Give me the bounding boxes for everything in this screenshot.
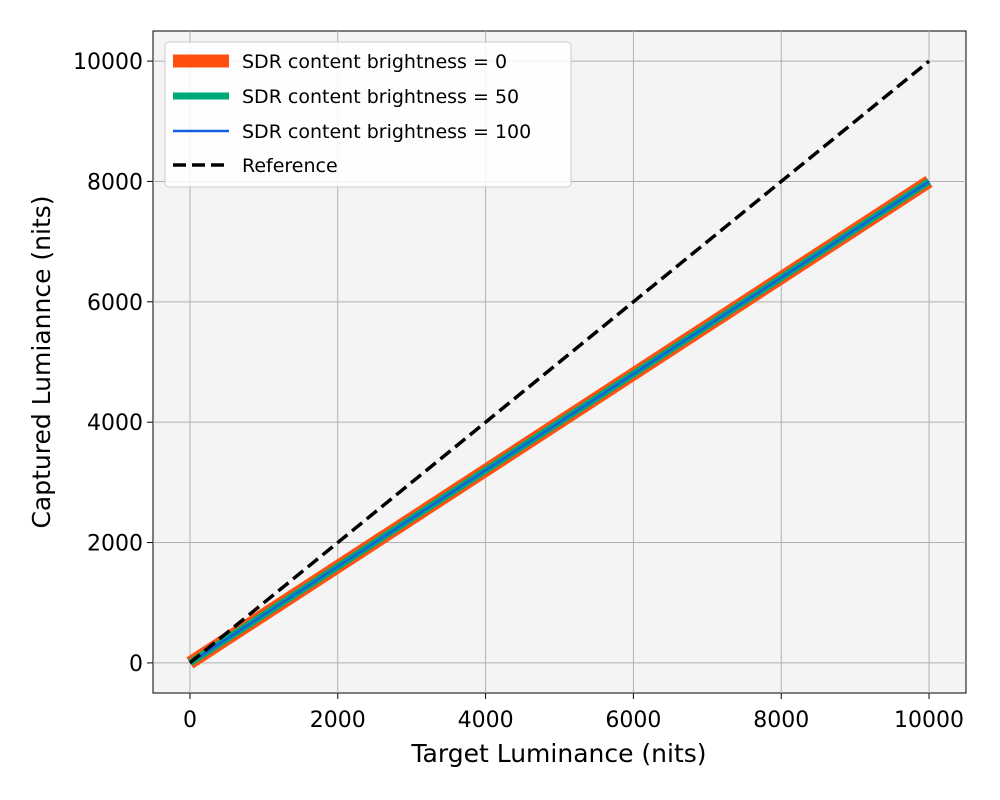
legend-label-sdr-0: SDR content brightness = 0	[242, 51, 507, 73]
x-tick-label: 4000	[458, 708, 514, 733]
y-tick-label: 8000	[87, 170, 143, 195]
x-tick-label: 6000	[605, 708, 661, 733]
x-tick-label: 2000	[310, 708, 366, 733]
series-layer	[186, 59, 933, 669]
ticks: 0 2000 4000 6000 8000 10000 0 2000 4000 6000 8000 1…	[73, 50, 964, 733]
x-tick-label: 0	[183, 708, 197, 733]
series-line-2	[189, 180, 930, 664]
y-tick-label: 10000	[73, 50, 143, 75]
y-axis-label: Captured Lumiannce (nits)	[27, 195, 56, 528]
y-tick-label: 0	[129, 652, 143, 677]
legend-box	[164, 41, 572, 188]
legend-label-reference: Reference	[242, 155, 338, 177]
legend: SDR content brightness = 0 SDR content b…	[164, 41, 572, 188]
y-tick-label: 2000	[87, 532, 143, 557]
y-tick-label: 4000	[87, 411, 143, 436]
x-axis-label: Target Luminance (nits)	[410, 739, 706, 768]
x-tick-label: 10000	[894, 708, 964, 733]
legend-label-sdr-100: SDR content brightness = 100	[242, 121, 531, 143]
x-tick-label: 8000	[753, 708, 809, 733]
legend-label-sdr-50: SDR content brightness = 50	[242, 86, 519, 108]
series-line-3	[188, 59, 931, 665]
y-tick-label: 6000	[87, 291, 143, 316]
